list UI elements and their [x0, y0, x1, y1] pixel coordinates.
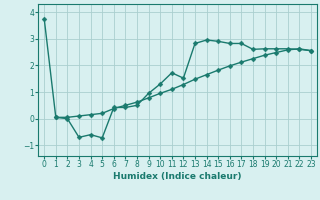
- X-axis label: Humidex (Indice chaleur): Humidex (Indice chaleur): [113, 172, 242, 181]
